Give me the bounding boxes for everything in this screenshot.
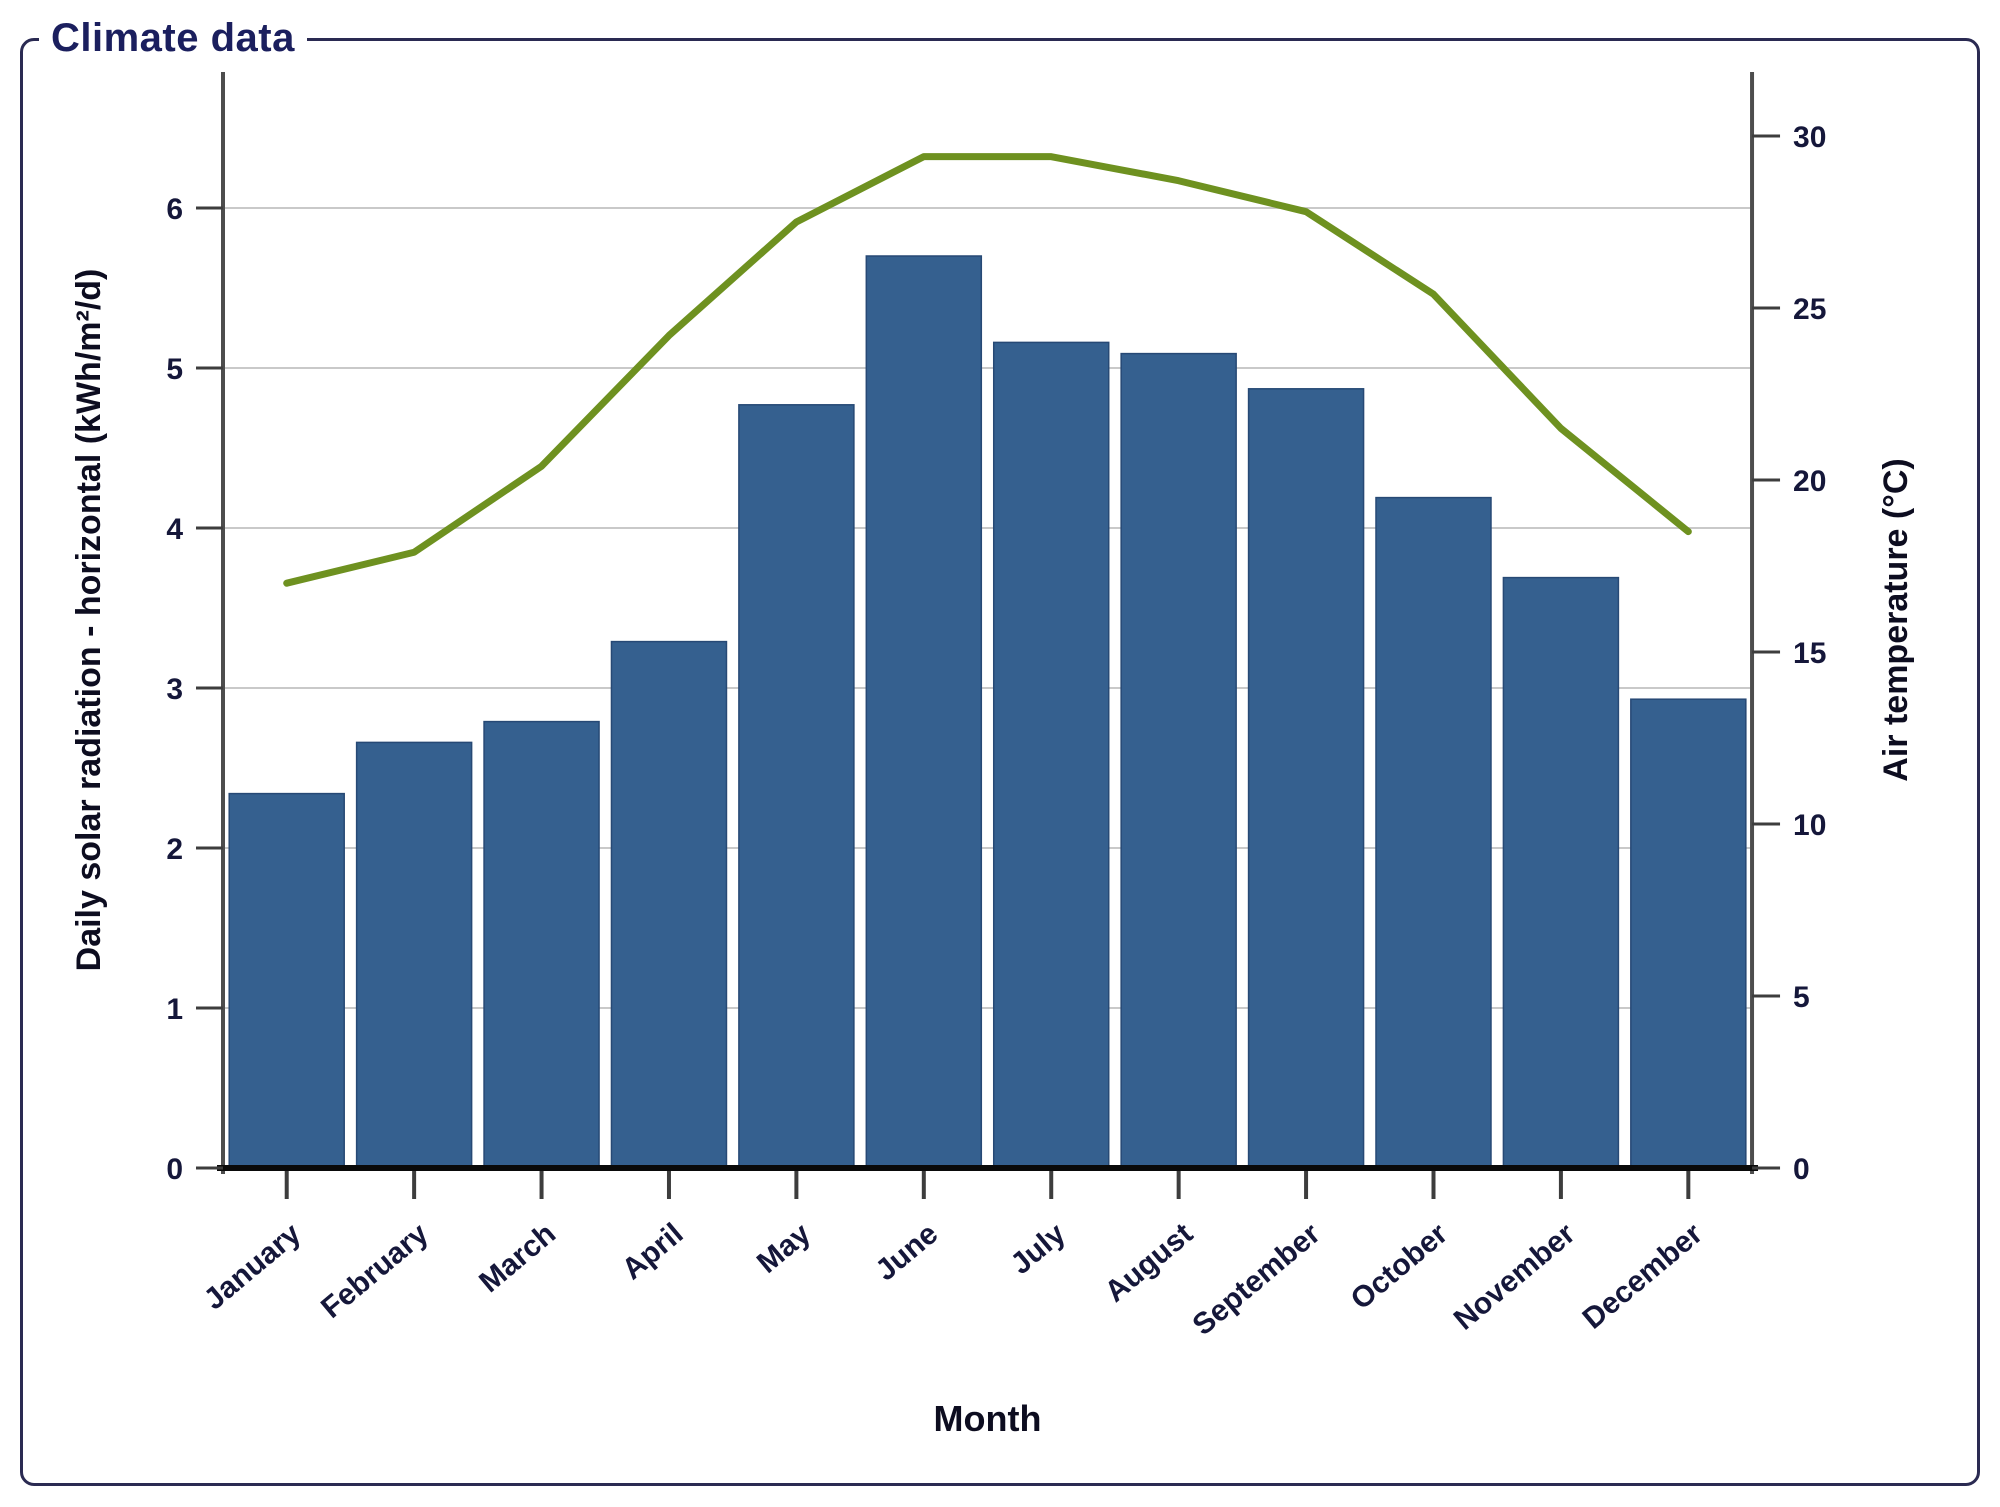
- left-axis-tick-label: 2: [166, 833, 183, 866]
- month-label: November: [1448, 1217, 1582, 1337]
- month-label: April: [616, 1217, 690, 1286]
- temperature-line: [283, 153, 1692, 587]
- bar-may: [738, 404, 855, 1171]
- bar-august: [1120, 352, 1237, 1171]
- groupbox-title: Climate data: [39, 14, 307, 62]
- month-label: December: [1576, 1217, 1709, 1336]
- left-axis-tick-label: 4: [166, 513, 183, 546]
- climate-chart: 0 1 2 3 4 5 6 0 5 10 15 20 25 30 January February March A…: [70, 72, 1915, 1439]
- month-label: August: [1099, 1217, 1199, 1309]
- right-axis-tick-label: 5: [1793, 981, 1810, 1014]
- month-label: October: [1345, 1217, 1455, 1316]
- month-label: May: [751, 1217, 817, 1280]
- month-label: January: [198, 1217, 308, 1316]
- left-axis-tick-label: 1: [166, 993, 183, 1026]
- bar-september: [1247, 388, 1365, 1171]
- right-axis-tick-label: 30: [1793, 121, 1826, 154]
- month-label: September: [1187, 1217, 1327, 1342]
- month-label: July: [1005, 1217, 1072, 1281]
- left-axis-title: Daily solar radiation - horizontal (kWh/…: [70, 269, 108, 972]
- right-axis-title: Air temperature (°C): [1877, 458, 1915, 781]
- bar-november: [1502, 576, 1620, 1171]
- climate-data-groupbox: Climate data 0 1 2 3 4 5 6 0 5 10 15 20 25 30 January F…: [20, 14, 1980, 1486]
- left-axis-tick-label: 5: [166, 353, 183, 386]
- bar-december: [1630, 698, 1747, 1171]
- month-label: June: [869, 1217, 944, 1287]
- right-axis-tick-label: 15: [1793, 637, 1826, 670]
- month-label: February: [315, 1217, 435, 1325]
- right-axis-tick-label: 25: [1793, 293, 1826, 326]
- bar-february: [355, 741, 473, 1171]
- bar-march: [483, 720, 600, 1171]
- left-axis-tick-label: 3: [166, 673, 183, 706]
- bar-july: [992, 341, 1110, 1171]
- left-axis-tick-label: 0: [166, 1153, 183, 1186]
- bar-october: [1375, 496, 1492, 1171]
- bar-january: [228, 792, 345, 1171]
- right-axis-tick-label: 0: [1793, 1153, 1810, 1186]
- bar-april: [610, 640, 728, 1171]
- bar-june: [865, 255, 983, 1171]
- right-axis-tick-label: 10: [1793, 809, 1826, 842]
- x-axis-title: Month: [934, 1398, 1042, 1439]
- left-axis-tick-label: 6: [166, 193, 183, 226]
- right-axis-tick-label: 20: [1793, 465, 1826, 498]
- month-label: March: [473, 1217, 562, 1299]
